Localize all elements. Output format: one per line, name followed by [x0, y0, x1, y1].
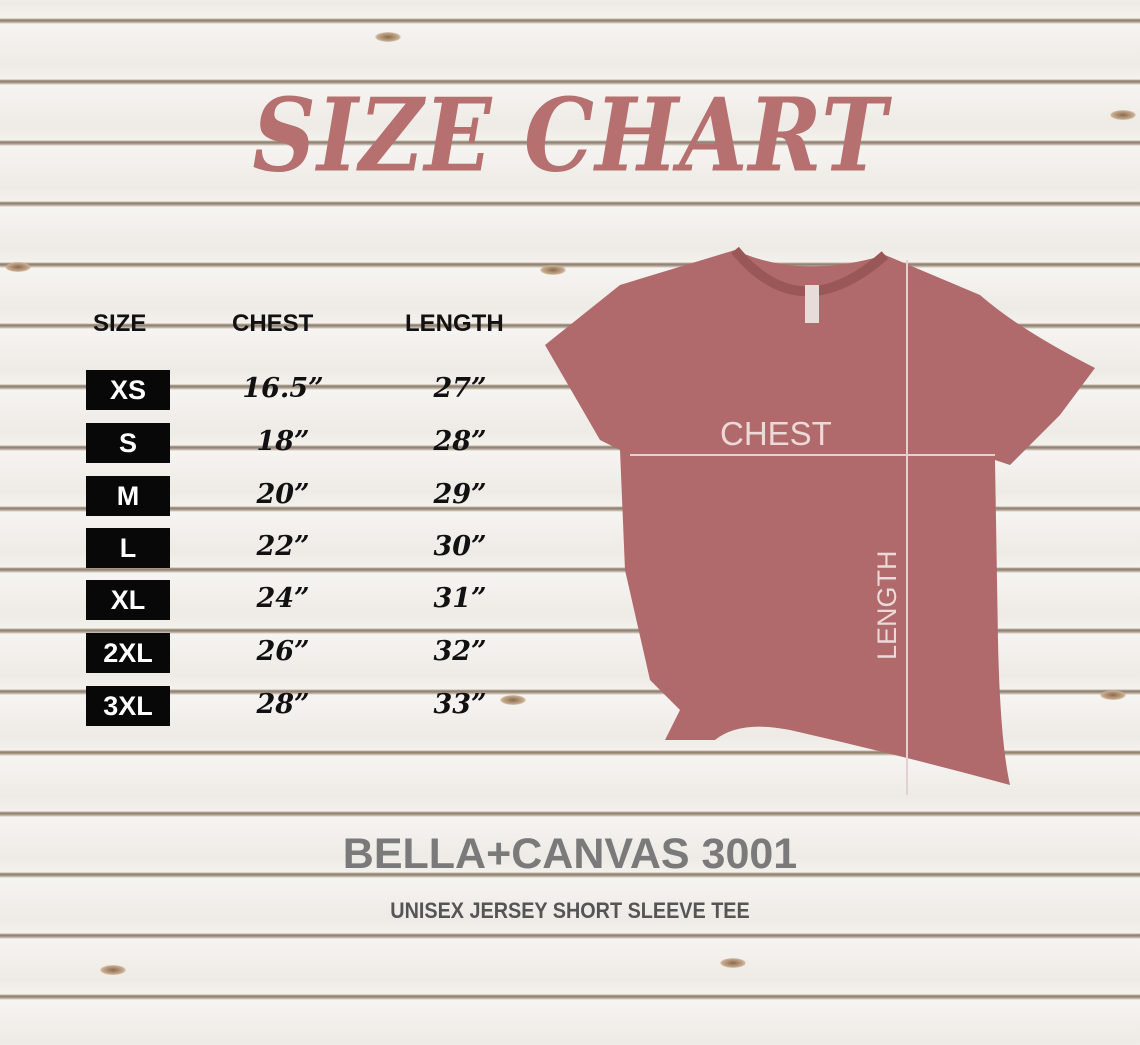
- length-value: 31”: [433, 583, 487, 614]
- length-label: LENGTH: [872, 550, 902, 660]
- chest-value: 20”: [256, 479, 310, 510]
- wood-knot: [1110, 110, 1136, 120]
- wood-knot: [375, 32, 401, 42]
- length-value: 33”: [433, 689, 487, 720]
- size-badge: S: [86, 423, 170, 463]
- size-badge: 3XL: [86, 686, 170, 726]
- page-title: SIZE CHART: [252, 75, 888, 195]
- header-chest: CHEST: [232, 310, 314, 337]
- length-value: 28”: [433, 426, 487, 457]
- size-badge: L: [86, 528, 170, 568]
- length-value: 32”: [433, 636, 487, 667]
- wood-knot: [5, 262, 31, 272]
- wood-knot: [500, 695, 526, 705]
- size-badge: 2XL: [86, 633, 170, 673]
- length-value: 29”: [433, 479, 487, 510]
- size-badge: M: [86, 476, 170, 516]
- wood-knot: [720, 958, 746, 968]
- chest-value: 16.5”: [242, 373, 324, 404]
- brand-subtitle: UNISEX JERSEY SHORT SLEEVE TEE: [390, 898, 750, 923]
- chest-value: 18”: [256, 426, 310, 457]
- chest-value: 22”: [256, 531, 310, 562]
- header-size: SIZE: [93, 310, 147, 337]
- chest-value: 28”: [256, 689, 310, 720]
- length-value: 30”: [433, 531, 487, 562]
- brand-name: BELLA+CANVAS 3001: [342, 830, 798, 878]
- chest-value: 24”: [256, 583, 310, 614]
- header-length: LENGTH: [405, 310, 504, 337]
- tag: [805, 285, 819, 323]
- tshirt-shape: [545, 250, 1095, 785]
- wood-knot: [1100, 690, 1126, 700]
- size-badge: XS: [86, 370, 170, 410]
- wood-knot: [540, 265, 566, 275]
- chest-label: CHEST: [720, 415, 832, 452]
- wood-knot: [100, 965, 126, 975]
- size-badge: XL: [86, 580, 170, 620]
- tshirt-illustration: [545, 246, 1095, 795]
- chest-value: 26”: [256, 636, 310, 667]
- length-value: 27”: [433, 373, 487, 404]
